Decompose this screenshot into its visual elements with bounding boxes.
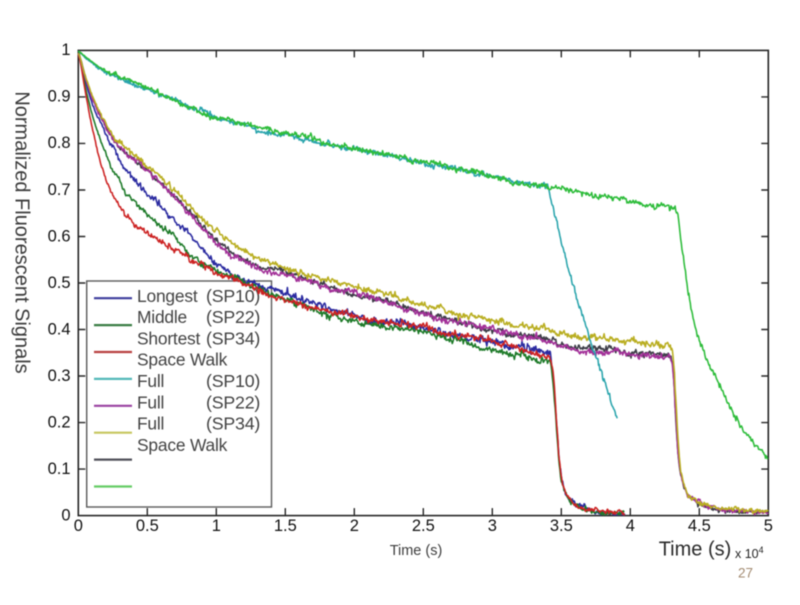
svg-text:(SP34): (SP34) [206, 328, 260, 348]
svg-text:(SP10): (SP10) [206, 286, 260, 306]
svg-text:0.6: 0.6 [48, 227, 71, 245]
svg-text:Space Walk: Space Walk [137, 435, 228, 455]
svg-text:0.9: 0.9 [48, 88, 71, 106]
svg-text:27: 27 [738, 566, 753, 581]
svg-text:(SP34): (SP34) [206, 414, 260, 434]
svg-text:Full: Full [137, 371, 164, 391]
svg-text:Full: Full [137, 414, 164, 434]
svg-text:x 104: x 104 [735, 545, 764, 561]
svg-text:4: 4 [626, 517, 635, 535]
svg-text:1: 1 [61, 41, 70, 59]
svg-text:0: 0 [61, 506, 70, 524]
svg-text:0.4: 0.4 [48, 320, 71, 338]
svg-text:Normalized Fluorescent Signals: Normalized Fluorescent Signals [11, 91, 33, 373]
svg-text:2.5: 2.5 [412, 517, 435, 535]
svg-text:2: 2 [350, 517, 359, 535]
svg-text:3: 3 [488, 517, 497, 535]
svg-text:0.3: 0.3 [48, 367, 71, 385]
svg-text:0.2: 0.2 [48, 413, 71, 431]
svg-text:3.5: 3.5 [550, 517, 573, 535]
svg-text:Time (s): Time (s) [659, 539, 732, 561]
svg-text:0.5: 0.5 [136, 517, 159, 535]
svg-text:Shortest: Shortest [137, 328, 201, 348]
svg-text:(SP22): (SP22) [206, 307, 260, 327]
svg-text:Middle: Middle [137, 307, 187, 327]
svg-text:5: 5 [764, 517, 773, 535]
svg-text:1.5: 1.5 [274, 517, 297, 535]
svg-text:0.8: 0.8 [48, 134, 71, 152]
svg-text:4.5: 4.5 [688, 517, 711, 535]
svg-text:0.5: 0.5 [48, 274, 71, 292]
svg-text:Space Walk: Space Walk [137, 350, 228, 370]
svg-text:Full: Full [137, 392, 164, 412]
svg-text:Longest: Longest [137, 286, 198, 306]
svg-text:Time (s): Time (s) [390, 543, 443, 559]
svg-text:(SP22): (SP22) [206, 392, 260, 412]
svg-text:0.1: 0.1 [48, 460, 71, 478]
svg-text:0: 0 [74, 517, 83, 535]
svg-text:0.7: 0.7 [48, 181, 71, 199]
svg-text:1: 1 [212, 517, 221, 535]
svg-text:(SP10): (SP10) [206, 371, 260, 391]
